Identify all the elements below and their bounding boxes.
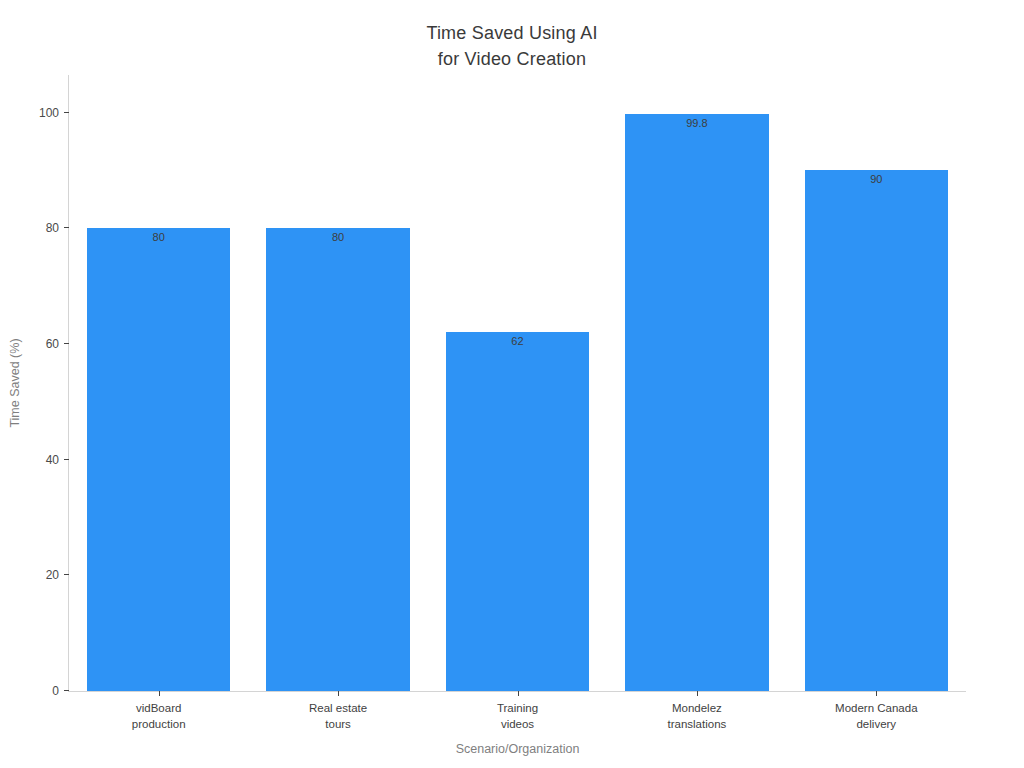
y-tick-label: 100 xyxy=(39,106,59,120)
x-category-label: Real estatetours xyxy=(309,700,367,732)
y-tick-mark xyxy=(64,574,69,575)
x-tick-mark xyxy=(159,691,160,696)
bar-mondelez-translations[interactable]: 99.8 xyxy=(625,114,769,691)
y-tick-label: 60 xyxy=(46,337,59,351)
y-tick-mark xyxy=(64,690,69,691)
y-tick-label: 40 xyxy=(46,453,59,467)
bar-value-label: 62 xyxy=(446,335,590,347)
x-tick-mark xyxy=(338,691,339,696)
x-category-label: Trainingvideos xyxy=(497,700,538,732)
bar-value-label: 99.8 xyxy=(625,117,769,129)
y-tick-label: 80 xyxy=(46,221,59,235)
y-tick-label: 20 xyxy=(46,568,59,582)
bar-value-label: 90 xyxy=(805,173,949,185)
bar-training-videos[interactable]: 62 xyxy=(446,332,590,691)
bar-modern-canada-delivery[interactable]: 90 xyxy=(805,170,949,691)
y-axis-title: Time Saved (%) xyxy=(8,338,22,427)
bar-value-label: 80 xyxy=(266,231,410,243)
x-category-label: Modern Canadadelivery xyxy=(835,700,917,732)
y-tick-label: 0 xyxy=(52,684,59,698)
x-axis-title: Scenario/Organization xyxy=(456,742,580,756)
bar-real-estate-tours[interactable]: 80 xyxy=(266,228,410,691)
x-category-label: vidBoardproduction xyxy=(132,700,186,732)
x-tick-mark xyxy=(697,691,698,696)
y-tick-mark xyxy=(64,227,69,228)
bar-value-label: 80 xyxy=(87,231,231,243)
x-category-label: Mondeleztranslations xyxy=(667,700,726,732)
chart-title-line2: for Video Creation xyxy=(0,46,1024,72)
bar-vidboard-production[interactable]: 80 xyxy=(87,228,231,691)
plot-area: Time Saved (%) Scenario/Organization 020… xyxy=(68,75,966,692)
bar-chart: Time Saved Using AI for Video Creation T… xyxy=(0,0,1024,768)
chart-title-line1: Time Saved Using AI xyxy=(0,20,1024,46)
y-tick-mark xyxy=(64,459,69,460)
y-tick-mark xyxy=(64,112,69,113)
y-tick-mark xyxy=(64,343,69,344)
x-tick-mark xyxy=(518,691,519,696)
x-tick-mark xyxy=(876,691,877,696)
chart-title: Time Saved Using AI for Video Creation xyxy=(0,20,1024,72)
